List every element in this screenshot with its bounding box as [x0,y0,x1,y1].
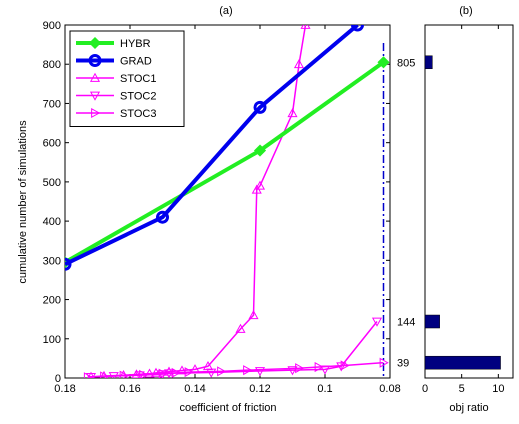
legend-item-stoc2: STOC2 [76,91,156,103]
legend-item-grad: GRAD [76,54,152,68]
panel-a-y-tick-label: 0 [55,373,61,385]
panel-a: (a) 0.18 0.16 0.14 0.12 0.1 0.08 0 100 200 300 400… [17,5,415,414]
right-value-label: 805 [397,57,415,69]
panel-a-y-tick-label: 600 [43,138,61,150]
series-grad-line [65,25,359,267]
series-stoc1-point [287,108,298,118]
series-stoc1-point [131,369,142,378]
panel-b: (b) 0 5 10 obj ratio [422,5,514,414]
series-stoc3-point [217,366,227,377]
series-stoc3-point [340,360,350,371]
series-grad-point [351,25,364,32]
series-hybr-point [377,56,390,69]
series-stoc2-point [254,367,266,377]
series-stoc1-point [176,365,188,375]
legend-item-stoc3: STOC3 [76,107,156,120]
series-grad-point [156,210,169,224]
panel-a-x-axis-label: coefficient of friction [179,402,276,414]
legend-label: HYBR [120,38,151,50]
series-stoc3-line [87,361,384,378]
legend-swatch-marker [88,54,102,67]
panel-a-y-tick-label: 100 [43,334,61,346]
series-grad [65,25,364,271]
panel-a-y-tick-label: 400 [43,216,61,228]
series-grad-point [65,257,72,271]
panel-b-x-tick-label: 5 [459,383,465,395]
legend-item-hybr: HYBR [76,36,151,50]
legend-swatch-marker [89,72,101,82]
right-value-label: 39 [397,358,409,370]
panel-a-label: (a) [219,5,232,17]
legend-swatch-marker [91,107,101,119]
series-stoc1-point [254,180,266,190]
legend-item-stoc1: STOC1 [76,72,156,85]
series-stoc3 [83,357,389,378]
series-stoc2-point [206,368,217,378]
legend-label: GRAD [120,56,152,68]
legend-label: STOC1 [120,73,156,85]
series-stoc2-point [371,317,383,327]
legend-label: STOC3 [120,108,156,120]
series-stoc3-point [158,368,168,378]
series-stoc1-point [248,310,259,320]
panel-a-right-labels: 805 144 39 [397,57,415,369]
panel-a-x-tick-label: 0.14 [184,383,205,395]
series-hybr-point [253,144,267,157]
series-stoc3-point [184,367,194,378]
series-stoc1-point [293,58,305,69]
panel-a-y-tick-label: 900 [43,20,61,32]
series-stoc1-point [300,25,311,29]
right-value-label: 144 [397,317,415,329]
series-stoc3-point [119,370,129,378]
legend-swatch-marker [89,91,101,101]
panel-a-x-tick-label: 0.08 [379,383,400,395]
series-stoc3-point [295,363,305,374]
panel-b-x-tick-label: 10 [492,383,504,395]
legend-label: STOC2 [120,91,156,103]
panel-b-ticks: 0 5 10 [422,25,504,395]
panel-a-ticks: 0.18 0.16 0.14 0.12 0.1 0.08 0 100 200 300 400 500 6… [43,20,401,395]
legend: HYBR GRAD STOC1 STOC2 STOC3 [69,30,185,127]
series-stoc3-point [314,361,324,373]
series-stoc1-point [235,323,246,333]
panel-b-x-tick-label: 0 [422,383,428,395]
panel-a-y-tick-label: 300 [43,255,61,267]
panel-b-label: (b) [459,5,472,17]
series-stoc3-point [243,365,253,376]
legend-swatch-marker [88,36,102,50]
series-stoc3-point [139,369,149,378]
panel-b-bar [424,55,433,70]
panel-b-bars [424,55,501,370]
panel-a-y-tick-label: 800 [43,59,61,71]
panel-b-bar [424,355,501,370]
panel-a-y-tick-label: 200 [43,295,61,307]
series-stoc3-point [171,367,181,378]
panel-a-x-tick-label: 0.12 [249,383,270,395]
series-stoc1-point [150,367,162,377]
panel-a-x-tick-label: 0.1 [317,383,332,395]
series-stoc3-point [379,357,389,368]
panel-b-bar [424,314,440,329]
series-grad-point [253,100,267,114]
panel-a-x-tick-label: 0.16 [119,383,140,395]
panel-a-plot-area [65,25,390,378]
panel-a-y-tick-label: 500 [43,177,61,189]
panel-a-y-axis-label: cumulative number of simulations [17,120,29,284]
panel-a-y-tick-label: 700 [43,98,61,110]
panel-b-x-axis-label: obj ratio [449,402,488,414]
series-stoc1-point [144,368,155,378]
panel-a-x-tick-label: 0.18 [54,383,75,395]
series-stoc3-point [83,372,93,378]
series-stoc3-point [100,371,110,378]
series-stoc2-point [287,366,298,376]
